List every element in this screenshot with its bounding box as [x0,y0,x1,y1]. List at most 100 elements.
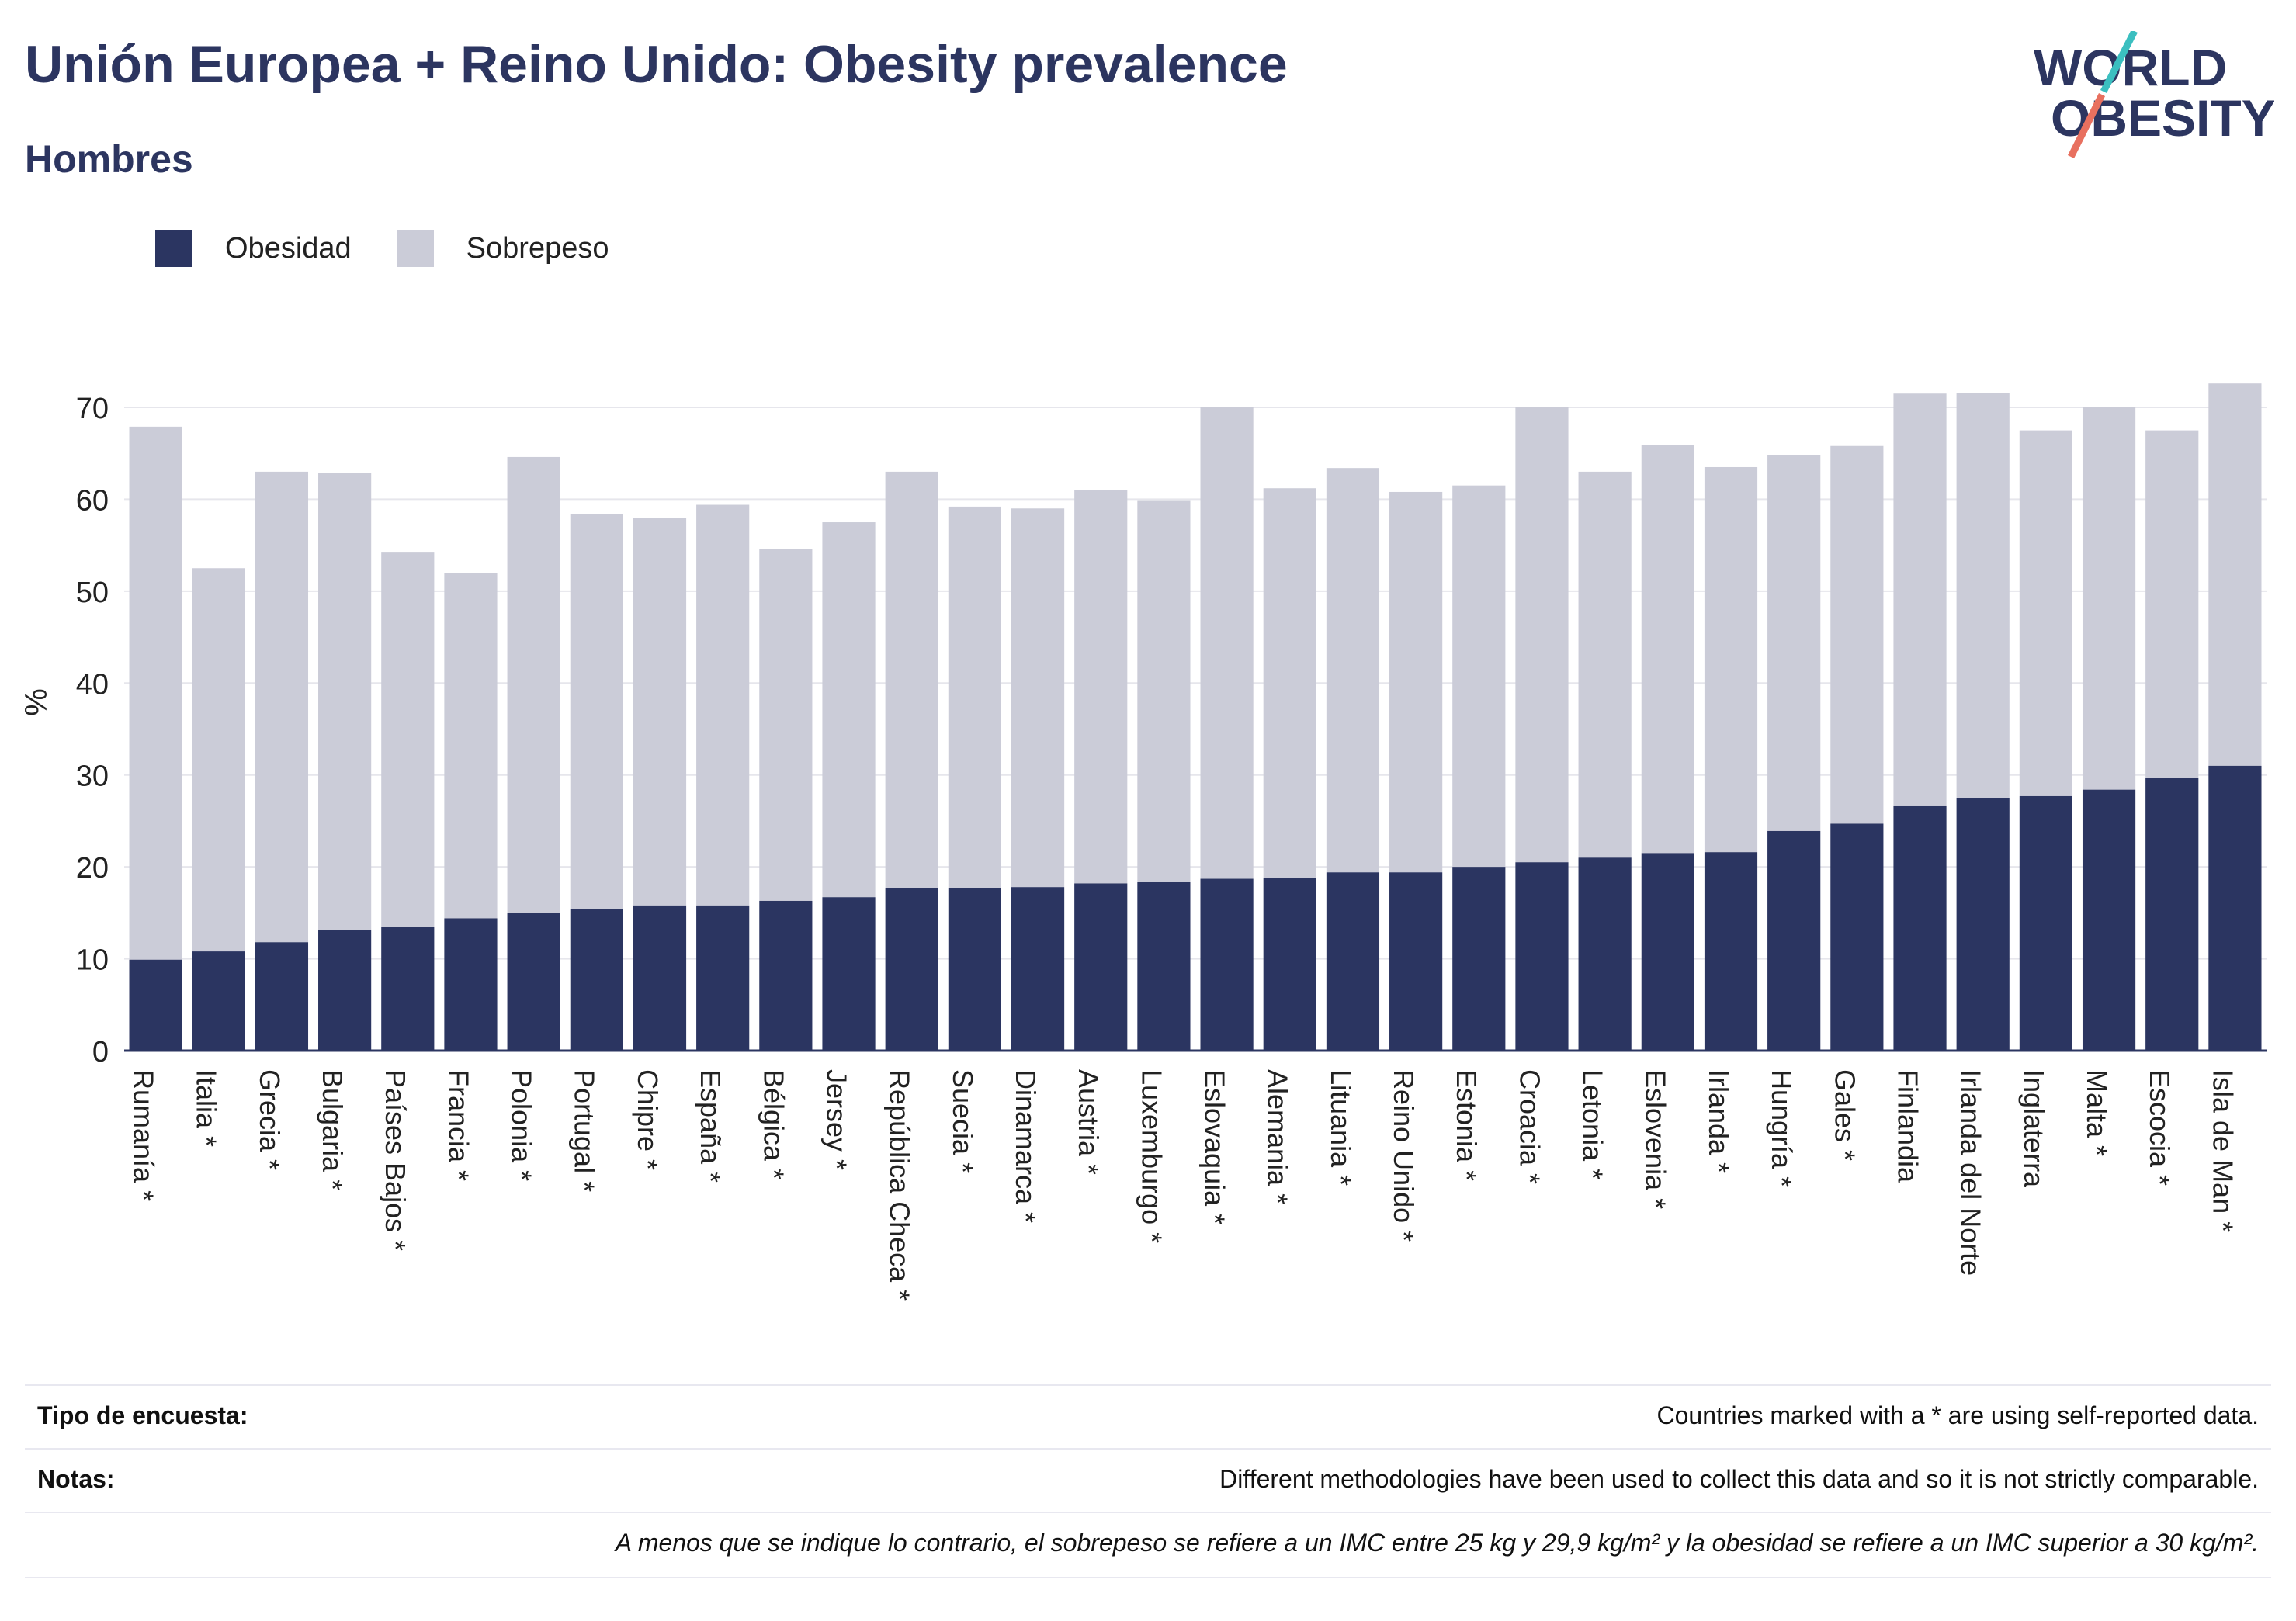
bar-overweight[interactable] [1641,445,1694,854]
bar-obesity[interactable] [255,942,309,1051]
bar-overweight[interactable] [444,573,498,919]
bar-overweight[interactable] [2145,430,2199,778]
x-tick-label: Inglaterra [2018,1069,2050,1188]
bar-overweight[interactable] [885,471,938,888]
bar-obesity[interactable] [444,918,498,1051]
bar-obesity[interactable] [2145,778,2199,1051]
survey-text: Countries marked with a * are using self… [1656,1401,2260,1429]
bar-obesity[interactable] [1956,798,2010,1051]
bar-overweight[interactable] [1830,445,1884,824]
bar-overweight[interactable] [129,426,182,960]
definition-text: A menos que se indique lo contrario, el … [615,1529,2259,1557]
bar-obesity[interactable] [192,951,245,1051]
bar-overweight[interactable] [1074,490,1128,884]
bar-overweight[interactable] [2208,383,2262,766]
bar-obesity[interactable] [1263,878,1316,1051]
notes-row: Notas: Different methodologies have been… [25,1448,2271,1513]
bar-overweight[interactable] [2019,430,2072,796]
bar-obesity[interactable] [696,905,750,1051]
x-tick-label: Dinamarca * [1010,1069,1042,1223]
chart-legend: Obesidad Sobrepeso [155,230,654,267]
bar-overweight[interactable] [1326,468,1380,873]
footer-divider [25,1577,2271,1578]
bar-obesity[interactable] [381,927,435,1051]
notes-label: Notas: [37,1465,115,1493]
bar-obesity[interactable] [507,913,560,1051]
bar-obesity[interactable] [318,930,372,1051]
bar-overweight[interactable] [318,473,372,930]
bar-obesity[interactable] [759,900,813,1051]
x-tick-label: Luxemburgo * [1136,1069,1167,1243]
bar-overweight[interactable] [255,471,309,943]
bar-overweight[interactable] [1137,500,1191,882]
bar-overweight[interactable] [1452,485,1506,868]
y-tick-label: 70 [76,393,109,425]
x-tick-label: Irlanda * [1703,1069,1735,1173]
bar-overweight[interactable] [759,549,813,901]
x-tick-label: España * [695,1069,727,1183]
bar-overweight[interactable] [1893,393,1947,806]
bar-overweight[interactable] [192,568,245,952]
bar-obesity[interactable] [1137,882,1191,1051]
bar-obesity[interactable] [570,909,623,1051]
x-tick-label: Letonia * [1577,1069,1609,1179]
x-tick-label: Países Bajos * [380,1069,411,1251]
bar-overweight[interactable] [1389,491,1443,873]
bar-obesity[interactable] [1893,805,1947,1051]
bar-overweight[interactable] [1704,466,1758,853]
y-axis-label: % [19,688,54,716]
bar-overweight[interactable] [1515,407,1569,863]
bar-overweight[interactable] [2082,407,2136,790]
bar-obesity[interactable] [129,959,182,1051]
axes: 0 10 20 30 40 50 60 70 Rumanía * Italia * Grecia *… [76,393,2267,1301]
bar-overweight[interactable] [948,506,1001,888]
bar-overweight[interactable] [570,514,623,909]
bar-obesity[interactable] [1704,852,1758,1051]
bar-obesity[interactable] [822,897,876,1051]
bar-overweight[interactable] [1011,508,1065,888]
bar-overweight[interactable] [507,456,560,913]
x-tick-label: Suecia * [947,1069,979,1173]
bar-obesity[interactable] [2082,789,2136,1051]
bar-obesity[interactable] [1515,862,1569,1051]
bar-obesity[interactable] [1452,867,1506,1051]
legend-item-obesity[interactable]: Obesidad [155,230,352,267]
legend-label-obesity: Obesidad [225,231,352,265]
bars [129,383,2262,1051]
x-tick-label: Finlandia [1892,1069,1923,1183]
x-tick-label: República Checa * [884,1069,916,1301]
x-tick-label: Italia * [191,1069,223,1147]
chart-title: Unión Europea + Reino Unido: Obesity pre… [25,35,1288,94]
world-obesity-logo: WORLD OBESITY [2026,29,2276,163]
legend-item-overweight[interactable]: Sobrepeso [396,230,609,267]
bar-obesity[interactable] [2019,795,2072,1051]
bar-overweight[interactable] [822,522,876,898]
bar-overweight[interactable] [633,518,687,906]
bar-overweight[interactable] [1767,455,1821,831]
x-tick-label: Eslovenia * [1640,1069,1672,1209]
bar-overweight[interactable] [381,552,435,927]
bar-overweight[interactable] [696,504,750,906]
x-tick-label: Malta * [2081,1069,2113,1156]
x-tick-label: Austria * [1073,1069,1105,1175]
bar-obesity[interactable] [633,905,687,1051]
bar-obesity[interactable] [1578,857,1632,1051]
bar-obesity[interactable] [1074,883,1128,1051]
bar-obesity[interactable] [1830,823,1884,1051]
bar-obesity[interactable] [1200,878,1254,1051]
bar-overweight[interactable] [1263,488,1316,878]
bar-obesity[interactable] [1326,872,1380,1051]
x-tick-label: Polonia * [506,1069,538,1181]
bar-obesity[interactable] [1389,872,1443,1051]
x-tick-label: Gales * [1829,1069,1861,1161]
bar-obesity[interactable] [948,888,1001,1051]
bar-obesity[interactable] [1767,830,1821,1051]
y-tick-label: 50 [76,577,109,609]
bar-overweight[interactable] [1956,393,2010,798]
bar-obesity[interactable] [885,888,938,1051]
bar-obesity[interactable] [1011,887,1065,1051]
bar-overweight[interactable] [1200,407,1254,879]
bar-overweight[interactable] [1578,471,1632,858]
bar-obesity[interactable] [2208,765,2262,1051]
bar-obesity[interactable] [1641,853,1694,1051]
